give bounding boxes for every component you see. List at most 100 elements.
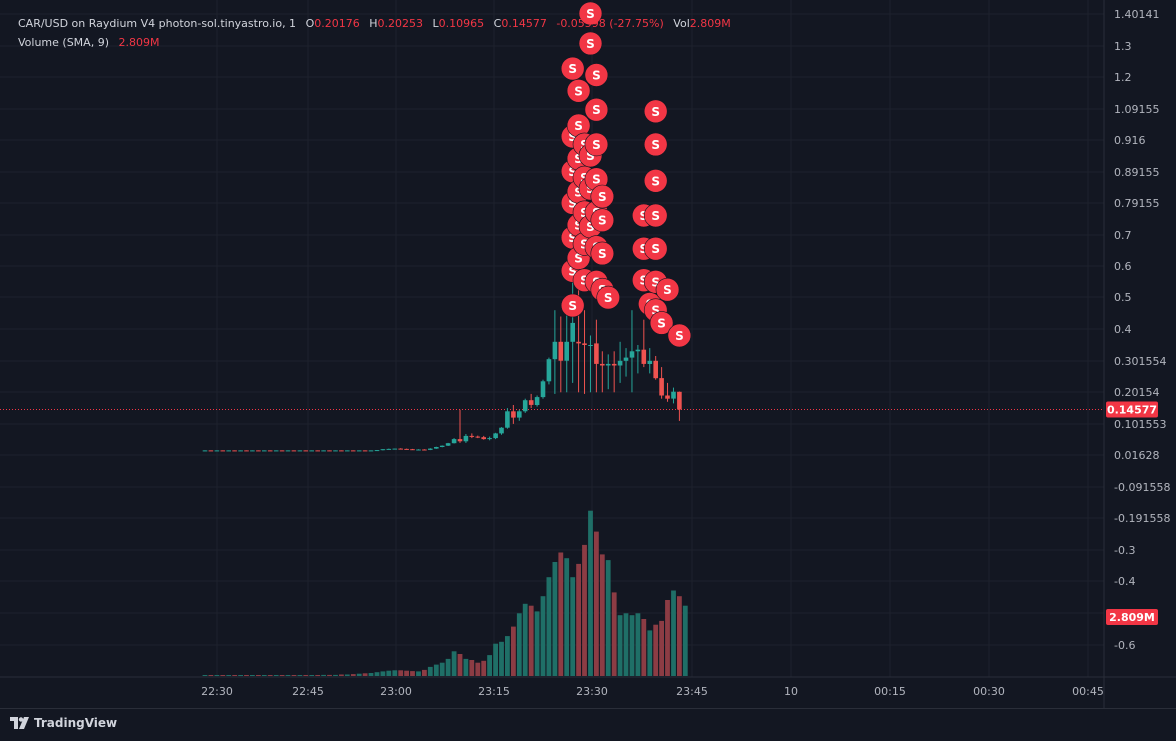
price-tick-label: 0.101553: [1114, 418, 1167, 431]
volume-bar: [665, 600, 670, 676]
volume-bar: [439, 662, 445, 676]
candle-body: [350, 450, 356, 452]
svg-text:0.14577: 0.14577: [1107, 403, 1157, 416]
sell-marker-label: S: [598, 214, 607, 228]
sell-marker[interactable]: S: [655, 277, 680, 302]
sell-marker-label: S: [568, 165, 577, 179]
volume-bar: [540, 596, 546, 676]
candle-body: [386, 448, 392, 450]
symbol-title[interactable]: CAR/USD on Raydium V4 photon-sol.tinyast…: [18, 17, 297, 30]
candle-body: [487, 438, 492, 440]
sell-marker[interactable]: S: [584, 63, 609, 87]
close-label: C: [493, 17, 502, 30]
sell-marker[interactable]: S: [643, 132, 668, 157]
volume-bar: [522, 603, 528, 676]
sell-marker[interactable]: S: [584, 97, 609, 122]
candle-body: [511, 411, 516, 418]
candle-body: [428, 448, 433, 450]
sell-marker-label: S: [568, 264, 577, 278]
sell-marker-label: S: [604, 291, 613, 305]
candle-body: [315, 450, 320, 452]
sell-marker[interactable]: S: [643, 99, 668, 124]
price-axis[interactable]: 1.40141 1.3 1.2 1.09155 0.916 0.89155 0.79155 0…: [1114, 8, 1170, 652]
candle-body: [546, 359, 552, 382]
sell-marker[interactable]: S: [643, 236, 668, 261]
sell-marker-label: S: [651, 105, 660, 119]
sell-marker[interactable]: S: [560, 293, 585, 318]
volume-bar: [469, 660, 475, 676]
time-axis[interactable]: 22:30 22:45 23:00 23:15 23:30 23:45 10 00:15 00:…: [201, 685, 1104, 698]
candle-body: [629, 351, 635, 358]
candle-body: [202, 450, 208, 452]
volume-bar: [386, 670, 392, 676]
candle-body: [576, 341, 581, 344]
volume-bar: [350, 674, 356, 676]
tradingview-brand: TradingView: [34, 716, 118, 730]
volume-bar: [481, 660, 487, 676]
volume-bar: [671, 590, 676, 676]
volume-bar: [220, 675, 226, 676]
open-label: O: [305, 17, 315, 30]
volume-title[interactable]: Volume (SMA, 9): [18, 36, 109, 49]
sell-marker[interactable]: S: [590, 184, 615, 209]
vol-label: Vol: [673, 17, 690, 30]
sell-marker-label: S: [574, 119, 583, 133]
sell-marker[interactable]: S: [667, 323, 692, 348]
candle-body: [380, 449, 386, 451]
sell-marker[interactable]: S: [643, 203, 668, 228]
candle-body: [558, 341, 564, 361]
candle-body: [635, 349, 641, 352]
sell-marker-label: S: [639, 209, 648, 223]
volume-bar: [564, 558, 570, 676]
sell-marker-circle: [643, 99, 668, 124]
price-tick-label: 0.6: [1114, 260, 1132, 273]
volume-bar: [516, 613, 522, 676]
candle-body: [256, 450, 261, 452]
sell-marker-circle: [584, 132, 609, 157]
price-tick-label: -0.191558: [1114, 512, 1170, 525]
candle-body: [611, 363, 617, 366]
price-tick-label: -0.4: [1114, 575, 1135, 588]
sell-marker[interactable]: S: [578, 1, 603, 26]
candle-body: [416, 449, 421, 451]
volume-bar: [546, 577, 552, 676]
candle-body: [445, 443, 451, 446]
volume-bar: [599, 554, 605, 676]
sell-marker[interactable]: S: [578, 31, 603, 56]
candle-body: [273, 450, 279, 452]
sell-marker[interactable]: S: [566, 79, 591, 103]
volume-bar: [315, 675, 321, 676]
volume-bar: [475, 662, 481, 676]
candle-body: [362, 450, 368, 452]
volume-bar: [499, 641, 504, 676]
sell-marker[interactable]: S: [643, 169, 668, 193]
sell-marker[interactable]: S: [560, 56, 585, 81]
sell-marker[interactable]: S: [590, 241, 615, 266]
open-value: 0.20176: [314, 17, 360, 30]
candle-body: [540, 381, 546, 398]
sell-marker[interactable]: S: [649, 311, 674, 335]
volume-bar: [457, 654, 463, 676]
sell-marker-circle: [649, 311, 674, 335]
candle-body: [321, 450, 326, 452]
sell-marker[interactable]: S: [584, 132, 609, 157]
tradingview-logo[interactable]: TradingView: [10, 716, 117, 730]
time-tick-label: 22:30: [201, 685, 233, 698]
sell-marker[interactable]: S: [596, 285, 621, 310]
volume-bar: [594, 531, 599, 676]
sell-marker-circle: [590, 184, 615, 209]
volume-bar: [641, 619, 647, 676]
sell-marker-label: S: [580, 237, 589, 251]
candle-body: [220, 450, 226, 452]
volume-bar: [635, 613, 641, 676]
sell-marker[interactable]: S: [590, 208, 615, 232]
sell-marker-label: S: [651, 242, 660, 256]
volume-bar: [250, 675, 255, 676]
time-tick-label: 23:15: [478, 685, 510, 698]
low-value: 0.10965: [438, 17, 485, 30]
volume-value: 2.809M: [118, 36, 160, 49]
candle-body: [457, 439, 463, 442]
candle-body: [552, 341, 558, 360]
candle-body: [605, 363, 611, 366]
